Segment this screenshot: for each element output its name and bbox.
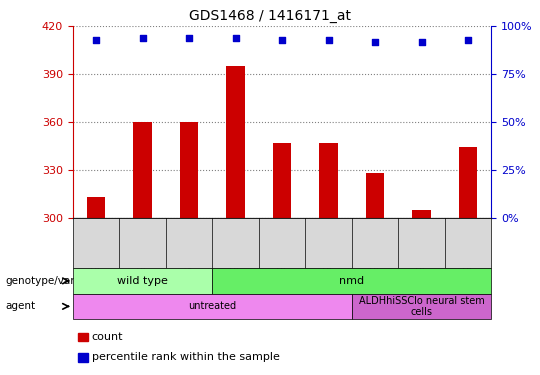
Bar (319, 142, 338, 218)
Point (325, 37, 333, 43)
Bar (226, 66, 245, 218)
Point (464, 37, 472, 43)
Point (185, 35, 193, 41)
Bar (366, 173, 384, 217)
Bar (180, 122, 199, 218)
Bar (413, 210, 431, 218)
Text: agent: agent (5, 302, 36, 311)
Point (231, 35, 240, 41)
Bar (133, 122, 152, 218)
Point (278, 37, 286, 43)
Text: nmd: nmd (339, 276, 364, 286)
Point (417, 39, 426, 45)
Point (138, 35, 147, 41)
Text: count: count (92, 332, 123, 342)
Text: ALDHhiSSClo neural stem
cells: ALDHhiSSClo neural stem cells (359, 296, 484, 317)
Bar (273, 142, 292, 218)
Text: GDS1468 / 1416171_at: GDS1468 / 1416171_at (189, 9, 351, 23)
Text: percentile rank within the sample: percentile rank within the sample (92, 352, 280, 362)
Bar (87, 197, 105, 217)
Point (92, 37, 100, 43)
Bar (459, 147, 477, 218)
Text: genotype/variation: genotype/variation (5, 276, 105, 286)
Text: wild type: wild type (117, 276, 168, 286)
Point (371, 39, 380, 45)
Text: untreated: untreated (188, 302, 237, 311)
